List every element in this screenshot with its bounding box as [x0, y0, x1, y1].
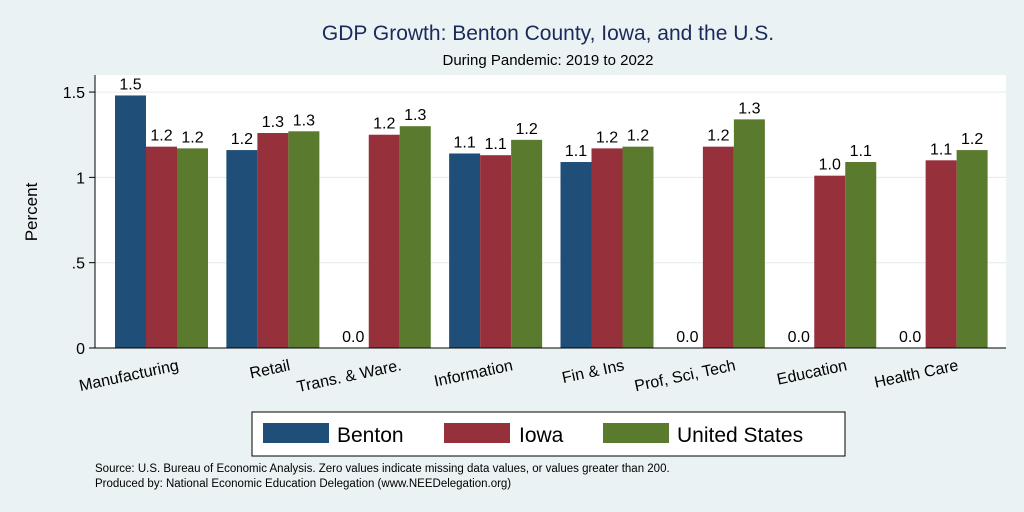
data-label: 1.1	[485, 136, 507, 153]
bar	[399, 126, 431, 348]
legend: Benton Iowa United States	[251, 411, 846, 457]
legend-box	[251, 411, 846, 457]
legend-swatch	[263, 423, 329, 443]
data-label: 1.1	[454, 134, 476, 151]
data-label: 1.3	[738, 100, 760, 117]
bar	[368, 134, 400, 348]
data-label: 1.2	[627, 128, 649, 145]
legend-swatch	[603, 423, 669, 443]
data-label: 1.0	[819, 157, 841, 174]
source-note: Source: U.S. Bureau of Economic Analysis…	[95, 463, 670, 475]
bar	[702, 146, 734, 348]
data-label: 1.2	[707, 128, 729, 145]
data-label: 1.1	[850, 143, 872, 160]
bar	[115, 95, 146, 348]
legend-label: United States	[677, 424, 803, 447]
data-label: 1.1	[565, 143, 587, 160]
chart-subtitle: During Pandemic: 2019 to 2022	[443, 52, 654, 69]
data-label: 0.0	[899, 329, 921, 346]
bar	[449, 153, 481, 348]
y-tick-label: 1	[76, 170, 85, 187]
data-label: 1.2	[516, 121, 538, 138]
bars	[115, 95, 988, 348]
y-tick-label: 0	[76, 341, 85, 358]
data-label: 1.3	[293, 112, 315, 129]
data-label: 1.5	[119, 76, 141, 93]
data-label: 1.3	[404, 107, 426, 124]
bar	[288, 131, 320, 348]
data-label: 1.2	[150, 128, 172, 145]
bar	[845, 162, 877, 348]
data-label: 0.0	[342, 329, 364, 346]
bar	[622, 146, 654, 348]
bar	[146, 146, 177, 348]
data-label: 1.2	[961, 131, 983, 148]
bar	[480, 155, 512, 348]
data-label: 1.2	[596, 129, 618, 146]
data-label: 1.2	[231, 131, 253, 148]
data-label: 0.0	[676, 329, 698, 346]
bar	[226, 150, 258, 348]
bar	[956, 150, 988, 348]
bar	[925, 160, 957, 348]
bar	[733, 119, 765, 348]
legend-swatch	[444, 423, 510, 443]
bar	[511, 139, 543, 348]
chart-title: GDP Growth: Benton County, Iowa, and the…	[322, 22, 774, 45]
legend-label: Iowa	[519, 424, 564, 447]
data-label: 1.2	[181, 129, 203, 146]
data-labels: 1.5 1.2 1.2 1.2 1.3 1.3 0.0 1.2 1.3 1.1 1.1 1.2 1.1 1…	[119, 76, 983, 346]
y-axis-title: Percent	[22, 182, 41, 241]
bar	[591, 148, 623, 348]
bar	[560, 162, 592, 348]
produced-note: Produced by: National Economic Education…	[95, 478, 511, 490]
bar	[814, 175, 846, 348]
bar	[257, 133, 289, 348]
data-label: 1.3	[262, 114, 284, 131]
y-tick-label: 1.5	[63, 85, 85, 102]
bar	[177, 148, 208, 348]
data-label: 0.0	[788, 329, 810, 346]
legend-label: Benton	[337, 424, 404, 447]
data-label: 1.1	[930, 141, 952, 158]
y-tick-label: .5	[72, 256, 85, 273]
legend-items: Benton Iowa United States	[263, 423, 803, 447]
data-label: 1.2	[373, 116, 395, 133]
y-axis-ticks: 0 .5 1 1.5	[63, 85, 95, 358]
